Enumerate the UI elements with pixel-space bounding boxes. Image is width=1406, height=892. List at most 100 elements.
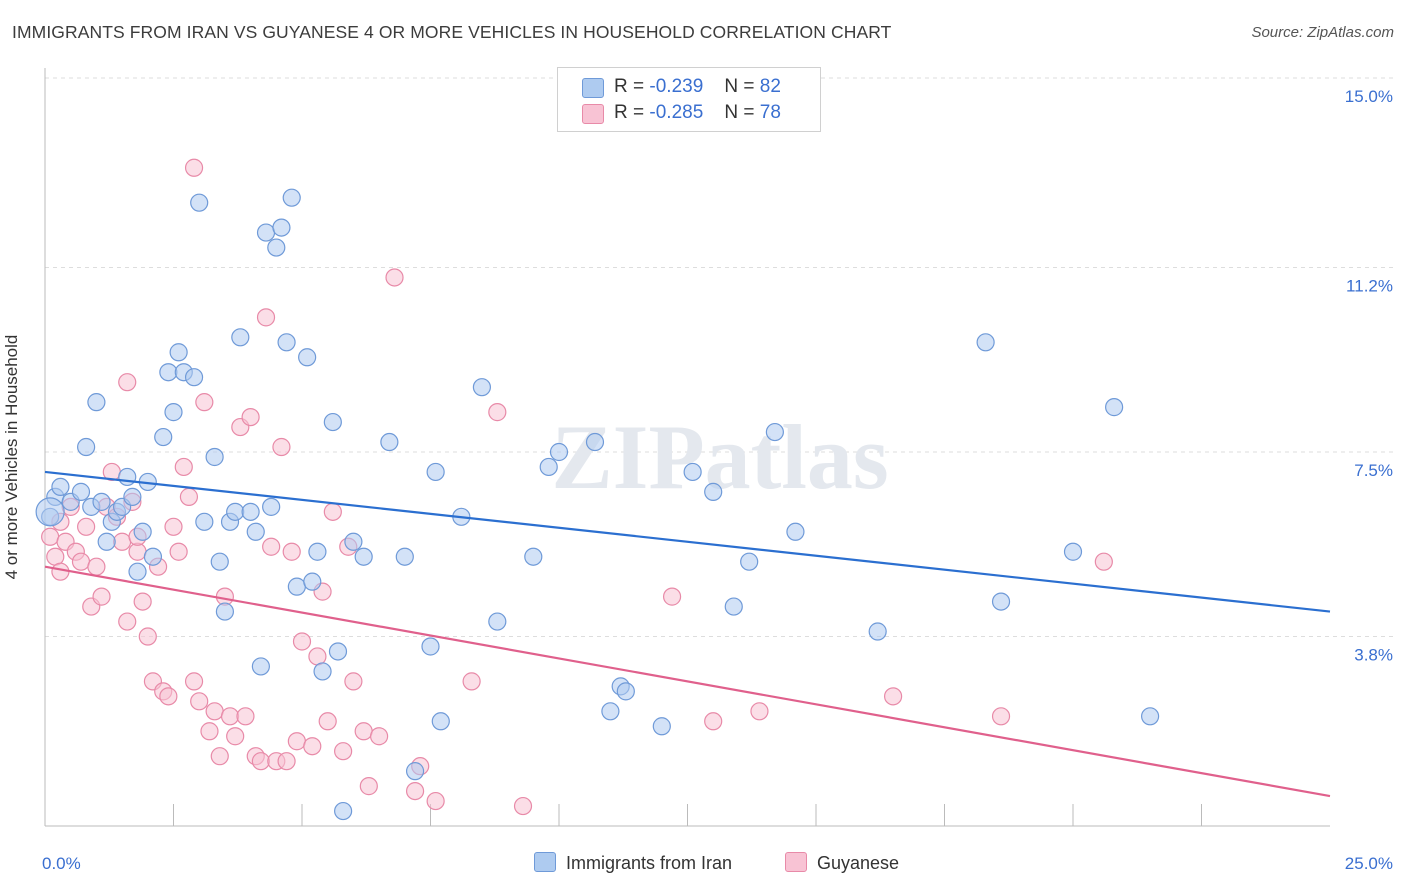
point-iran xyxy=(652,717,671,736)
point-guyanese xyxy=(334,742,353,761)
point-iran xyxy=(724,597,743,616)
trend-line-guyanese xyxy=(44,565,1331,798)
point-iran xyxy=(991,592,1011,611)
point-guyanese xyxy=(71,552,91,571)
point-iran xyxy=(704,482,723,501)
point-guyanese xyxy=(488,403,507,422)
legend-n-value: 78 xyxy=(759,102,781,123)
point-guyanese xyxy=(287,732,306,751)
x-tick-label: 25.0% xyxy=(1345,854,1393,873)
source-label: Source: ZipAtlas.com xyxy=(1251,24,1394,41)
point-guyanese xyxy=(77,517,96,536)
point-guyanese xyxy=(164,517,183,536)
point-guyanese xyxy=(92,587,111,606)
point-guyanese xyxy=(51,562,70,581)
point-iran xyxy=(354,547,373,566)
legend-swatch-iran xyxy=(582,78,604,98)
point-guyanese xyxy=(354,722,373,741)
point-guyanese xyxy=(159,687,178,706)
point-iran xyxy=(97,532,116,551)
bottom-legend-swatch-iran xyxy=(534,852,556,872)
y-tick-label: 7.5% xyxy=(1354,461,1393,480)
point-iran xyxy=(431,712,450,731)
point-guyanese xyxy=(991,707,1011,726)
point-iran xyxy=(159,363,178,382)
data-points xyxy=(35,158,1160,821)
point-iran xyxy=(313,662,332,681)
point-guyanese xyxy=(344,672,363,691)
point-guyanese xyxy=(662,587,682,606)
point-guyanese xyxy=(205,702,224,721)
legend-n-label: N = xyxy=(724,102,755,123)
point-guyanese xyxy=(41,527,60,546)
point-guyanese xyxy=(272,437,291,457)
legend-swatch-guyanese xyxy=(582,104,604,124)
bottom-legend-label-guyanese: Guyanese xyxy=(817,853,900,873)
point-guyanese xyxy=(426,791,445,811)
point-guyanese xyxy=(118,373,137,392)
y-tick-label: 15.0% xyxy=(1345,87,1393,106)
point-guyanese xyxy=(184,158,204,177)
point-iran xyxy=(765,422,784,442)
trend-lines xyxy=(44,470,1331,798)
point-iran xyxy=(251,657,270,676)
point-iran xyxy=(154,427,173,447)
point-iran xyxy=(1105,398,1124,417)
point-iran xyxy=(210,552,229,571)
point-iran xyxy=(601,702,620,721)
point-iran xyxy=(868,622,887,641)
point-iran xyxy=(298,348,317,367)
point-iran xyxy=(488,612,507,631)
point-guyanese xyxy=(210,747,229,766)
point-iran xyxy=(549,442,569,462)
point-iran xyxy=(287,577,306,596)
point-guyanese xyxy=(236,707,255,726)
point-iran xyxy=(87,393,106,412)
point-guyanese xyxy=(112,532,132,551)
point-guyanese xyxy=(385,268,404,287)
point-guyanese xyxy=(184,672,204,691)
point-iran xyxy=(524,547,543,566)
point-iran xyxy=(308,542,327,561)
point-guyanese xyxy=(282,542,301,561)
grid-lines xyxy=(45,77,1395,638)
tick-labels: 3.8% 7.5% 11.2% 15.0% 0.0% 25.0% xyxy=(42,87,1393,873)
point-guyanese xyxy=(704,712,723,731)
point-guyanese xyxy=(323,502,342,521)
point-iran xyxy=(195,512,214,531)
point-iran xyxy=(169,343,188,362)
legend-r-value: -0.285 xyxy=(649,102,704,123)
y-axis-label: 4 or more Vehicles in Household xyxy=(2,334,21,580)
point-iran xyxy=(118,467,137,487)
point-iran xyxy=(683,462,702,482)
point-guyanese xyxy=(241,407,260,427)
point-iran xyxy=(585,432,605,452)
point-iran xyxy=(328,642,348,661)
point-iran xyxy=(539,457,558,477)
point-iran xyxy=(405,762,425,781)
point-guyanese xyxy=(251,752,270,771)
trend-line-iran xyxy=(44,470,1331,613)
point-iran xyxy=(256,223,276,242)
point-guyanese xyxy=(226,727,245,746)
y-tick-label: 11.2% xyxy=(1346,276,1393,295)
point-iran xyxy=(472,378,491,397)
point-guyanese xyxy=(750,702,769,721)
bottom-legend-label-iran: Immigrants from Iran xyxy=(566,853,733,873)
point-iran xyxy=(123,487,142,506)
point-iran xyxy=(262,497,281,516)
legend-r-label: R = xyxy=(614,102,645,123)
point-iran xyxy=(426,462,445,482)
point-iran xyxy=(1063,542,1083,561)
legend-r-label: R = xyxy=(614,76,645,97)
point-iran xyxy=(303,572,322,591)
point-iran xyxy=(71,482,91,501)
legend-r-value: -0.239 xyxy=(649,76,704,97)
point-guyanese xyxy=(883,687,903,706)
y-tick-label: 3.8% xyxy=(1354,646,1393,665)
point-iran xyxy=(128,562,147,581)
point-iran xyxy=(226,502,245,521)
point-iran xyxy=(215,602,234,621)
point-iran xyxy=(143,547,163,566)
point-guyanese xyxy=(513,796,533,816)
